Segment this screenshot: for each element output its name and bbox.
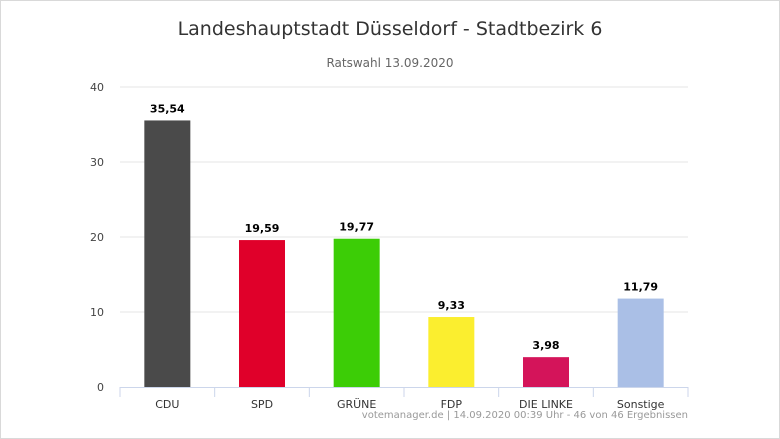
data-label: 9,33 xyxy=(438,299,465,312)
y-tick-label: 40 xyxy=(90,81,104,94)
x-tick-label: SPD xyxy=(251,398,273,411)
chart-subtitle: Ratswahl 13.09.2020 xyxy=(326,56,454,70)
x-tick-label: Sonstige xyxy=(617,398,665,411)
x-tick-label: FDP xyxy=(441,398,463,411)
bar-cdu xyxy=(144,120,191,387)
bar-sonstige xyxy=(617,298,664,387)
bar-die-linke xyxy=(523,357,569,387)
y-tick-label: 0 xyxy=(97,381,104,394)
x-tick-label: DIE LINKE xyxy=(519,398,573,411)
y-tick-label: 20 xyxy=(90,231,104,244)
bar-gr-ne xyxy=(333,238,380,387)
data-label: 11,79 xyxy=(623,281,658,294)
data-label: 35,54 xyxy=(150,102,185,115)
credits-text: votemanager.de | 14.09.2020 00:39 Uhr - … xyxy=(361,410,688,421)
data-label: 3,98 xyxy=(532,339,559,352)
y-tick-label: 30 xyxy=(90,156,104,169)
x-tick-label: GRÜNE xyxy=(337,398,376,411)
bar-fdp xyxy=(428,317,475,387)
bar-spd xyxy=(239,240,285,387)
data-label: 19,59 xyxy=(245,222,280,235)
y-tick-label: 10 xyxy=(90,306,104,319)
chart-title: Landeshauptstadt Düsseldorf - Stadtbezir… xyxy=(177,18,603,40)
data-label: 19,77 xyxy=(339,221,374,234)
x-tick-label: CDU xyxy=(155,398,179,411)
